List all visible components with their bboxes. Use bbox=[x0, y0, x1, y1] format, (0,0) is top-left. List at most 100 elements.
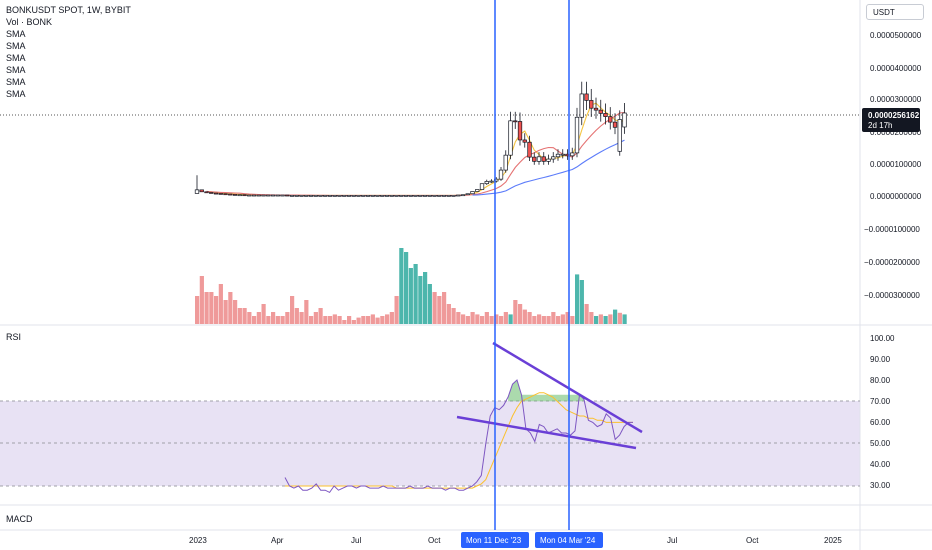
last-price-tag bbox=[862, 108, 920, 132]
candle-body bbox=[370, 195, 375, 197]
candle-body bbox=[513, 120, 518, 123]
volume-bar bbox=[456, 312, 461, 324]
candle-body bbox=[437, 195, 442, 197]
volume-bar bbox=[484, 312, 489, 324]
volume-legend[interactable]: Vol · BONK bbox=[6, 17, 53, 27]
symbol-title[interactable]: BONKUSDT SPOT, 1W, BYBIT bbox=[6, 5, 131, 15]
rsi-label[interactable]: RSI bbox=[6, 332, 21, 342]
volume-bar bbox=[546, 316, 551, 324]
price-tick: −0.0000300000 bbox=[864, 291, 920, 300]
rsi-tick: 30.00 bbox=[870, 481, 891, 490]
volume-bar bbox=[579, 280, 584, 324]
volume-bar bbox=[309, 316, 314, 324]
price-tick: −0.0000200000 bbox=[864, 258, 920, 267]
volume-bar bbox=[489, 316, 494, 324]
volume-bar bbox=[370, 314, 375, 324]
candle-body bbox=[199, 189, 204, 193]
candle-body bbox=[327, 195, 333, 197]
candle-body bbox=[380, 195, 385, 197]
sma-legend-6[interactable]: SMA bbox=[6, 89, 26, 99]
candle-body bbox=[541, 156, 546, 162]
sma-blue-line bbox=[472, 139, 625, 196]
candle-body bbox=[598, 109, 603, 114]
candle-body bbox=[584, 93, 589, 101]
candle-body bbox=[237, 194, 242, 197]
price-tick: 0.0000200000 bbox=[870, 128, 922, 137]
marker-tag-dec bbox=[461, 532, 529, 548]
volume-bar bbox=[394, 296, 399, 324]
volume-bar bbox=[375, 317, 380, 324]
volume-bar bbox=[290, 296, 295, 324]
volume-bar bbox=[337, 316, 342, 324]
candle-body bbox=[517, 121, 523, 141]
volume-bar bbox=[541, 316, 546, 324]
candle-body bbox=[247, 194, 252, 197]
candle-body bbox=[213, 192, 219, 195]
volume-bar bbox=[499, 316, 504, 324]
volume-bar bbox=[261, 304, 266, 324]
rsi-tick: 100.00 bbox=[870, 334, 895, 343]
volume-bar bbox=[418, 276, 423, 324]
volume-bar bbox=[199, 276, 204, 324]
volume-bar bbox=[437, 296, 442, 324]
sma-legend-4[interactable]: SMA bbox=[6, 65, 26, 75]
candle-body bbox=[570, 152, 575, 157]
time-label: Jul bbox=[351, 536, 361, 545]
candle-body bbox=[593, 107, 599, 111]
rsi-tick: 40.00 bbox=[870, 460, 891, 469]
macd-label[interactable]: MACD bbox=[6, 514, 33, 524]
currency-label: USDT bbox=[873, 7, 895, 17]
price-tick: 0.0000500000 bbox=[870, 31, 922, 40]
candle-body bbox=[361, 195, 366, 197]
volume-bar bbox=[527, 312, 532, 324]
candle-body bbox=[270, 194, 276, 197]
candle-body bbox=[403, 195, 409, 197]
volume-bar bbox=[608, 314, 613, 324]
volume-bar bbox=[594, 316, 599, 324]
volume-bar bbox=[399, 248, 404, 324]
candle-body bbox=[460, 194, 466, 197]
volume-bar bbox=[356, 317, 361, 324]
volume-bar bbox=[617, 312, 622, 324]
rsi-tick: 60.00 bbox=[870, 418, 891, 427]
candle-body bbox=[622, 112, 627, 128]
candle-body bbox=[394, 195, 399, 197]
sma-legend-2[interactable]: SMA bbox=[6, 41, 26, 51]
candle-body bbox=[555, 153, 561, 158]
volume-bar bbox=[342, 320, 347, 324]
volume-bar bbox=[242, 308, 247, 324]
volume-bar bbox=[570, 316, 575, 324]
candle-body bbox=[356, 195, 361, 197]
candle-body bbox=[617, 119, 622, 152]
price-tick: 0.0000400000 bbox=[870, 64, 922, 73]
candles bbox=[194, 81, 627, 197]
price-tick: 0.0000000000 bbox=[870, 192, 922, 201]
marker-date-dec: Mon 11 Dec '23 bbox=[466, 536, 522, 545]
sma-legend-1[interactable]: SMA bbox=[6, 29, 26, 39]
currency-button[interactable]: USDT bbox=[866, 4, 924, 20]
time-label: 2023 bbox=[189, 536, 207, 545]
candle-body bbox=[342, 195, 347, 197]
volume-bar bbox=[432, 292, 437, 324]
price-tick: −0.0000100000 bbox=[864, 225, 920, 234]
candle-body bbox=[470, 191, 475, 195]
volume-bar bbox=[461, 314, 466, 324]
volume-bar bbox=[228, 292, 233, 324]
candle-body bbox=[209, 192, 214, 194]
candle-body bbox=[313, 195, 318, 197]
candle-body bbox=[479, 183, 485, 190]
time-label: 2025 bbox=[824, 536, 842, 545]
sma-legend-5[interactable]: SMA bbox=[6, 77, 26, 87]
volume-bar bbox=[332, 314, 337, 324]
candle-body bbox=[299, 195, 304, 197]
candle-body bbox=[204, 191, 209, 194]
marker-date-mar: Mon 04 Mar '24 bbox=[540, 536, 596, 545]
sma-legend-3[interactable]: SMA bbox=[6, 53, 26, 63]
candle-body bbox=[251, 194, 257, 197]
marker-tag-mar bbox=[535, 532, 603, 548]
volume-bar bbox=[565, 312, 570, 324]
candle-body bbox=[603, 113, 608, 117]
volume-bar bbox=[247, 312, 252, 324]
candle-body bbox=[532, 156, 537, 162]
